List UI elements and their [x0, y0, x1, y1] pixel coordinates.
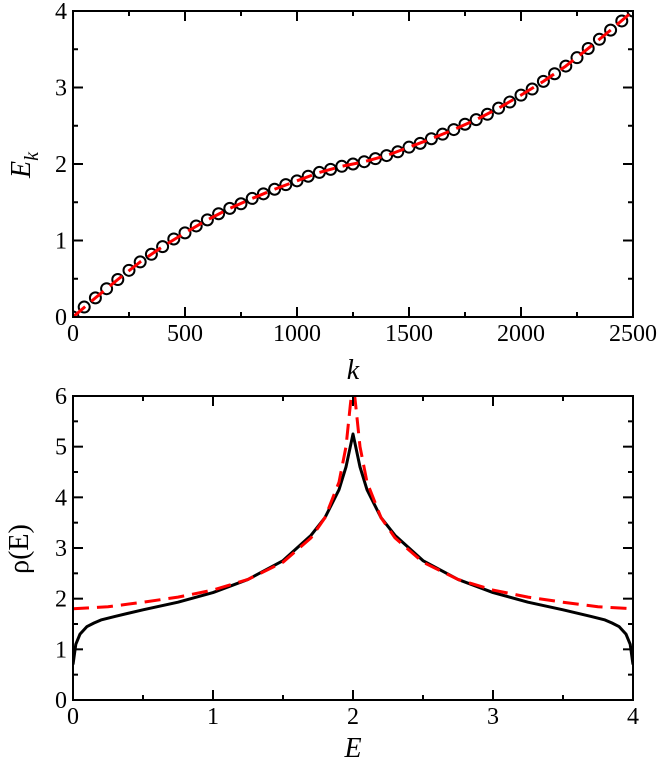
top-data-point	[581, 41, 595, 55]
top-data-point	[480, 107, 494, 121]
bottom-y-tick-label: 3	[55, 536, 67, 562]
top-data-point	[436, 127, 450, 141]
bottom-y-tick-label: 2	[55, 587, 67, 613]
top-x-tick-label: 2500	[609, 321, 657, 347]
top-data-point	[144, 247, 158, 261]
top-data-point	[469, 113, 483, 127]
top-data-point	[156, 240, 170, 254]
top-data-point	[301, 169, 315, 183]
top-data-point	[223, 201, 237, 215]
top-data-point	[592, 32, 606, 46]
top-data-point	[458, 117, 472, 131]
top-data-point	[77, 300, 91, 314]
bottom-series-line	[73, 396, 633, 611]
bottom-series-1	[73, 396, 633, 611]
top-data-point	[256, 187, 270, 201]
bottom-y-tick-label: 4	[55, 485, 67, 511]
top-y-tick-label: 2	[55, 152, 67, 178]
top-data-point	[402, 140, 416, 154]
top-data-point	[178, 226, 192, 240]
bottom-x-axis-label: E	[343, 733, 361, 761]
top-data-point	[167, 232, 181, 246]
top-data-point	[525, 82, 539, 96]
bottom-y-axis-label: ρ(E)	[4, 524, 35, 574]
bottom-x-tick-label: 4	[627, 704, 639, 730]
top-y-tick-label: 1	[55, 229, 67, 255]
bottom-series-line	[73, 432, 633, 665]
top-data-point	[212, 207, 226, 221]
bottom-y-tick-label: 1	[55, 637, 67, 663]
top-x-tick-label: 1500	[385, 321, 433, 347]
bottom-panel: 0 1 2 3 4 0 1 2 3 4 5 6 E ρ(E)	[4, 384, 639, 761]
top-data-point	[615, 14, 629, 28]
top-data-point	[503, 95, 517, 109]
top-x-axis-label: k	[347, 355, 360, 386]
bottom-x-tick-label: 0	[67, 704, 79, 730]
top-panel: 0 500 1000 1500 2000 2500 0 1 2 3 4 k Ek	[6, 0, 657, 386]
bottom-plot-frame	[72, 395, 634, 701]
top-series-line	[73, 11, 633, 317]
bottom-y-tick-label: 6	[55, 384, 67, 410]
top-data-point	[279, 178, 293, 192]
top-data-point	[492, 101, 506, 115]
top-data-point	[200, 213, 214, 227]
top-data-point	[559, 59, 573, 73]
top-y-tick-label: 3	[55, 76, 67, 102]
top-y-axis-label-subscript: k	[21, 151, 43, 161]
bottom-x-tick-label: 1	[207, 704, 219, 730]
top-data-point	[189, 219, 203, 233]
top-data-point	[245, 191, 259, 205]
bottom-series-0	[73, 432, 633, 665]
top-data-point	[88, 291, 102, 305]
top-series-1	[73, 11, 633, 317]
top-data-point	[447, 123, 461, 137]
top-data-point	[100, 282, 114, 296]
top-series-0	[73, 11, 633, 317]
top-x-tick-label: 2000	[497, 321, 545, 347]
top-data-point	[122, 263, 136, 277]
top-y-tick-label: 0	[55, 305, 67, 331]
top-data-point	[548, 67, 562, 81]
top-data-point	[570, 51, 584, 65]
top-data-point	[133, 255, 147, 269]
top-y-axis-label: Ek	[6, 151, 43, 179]
top-data-point	[413, 136, 427, 150]
top-data-point	[604, 23, 618, 37]
bottom-x-tick-label: 2	[347, 704, 359, 730]
top-data-point	[424, 132, 438, 146]
top-x-tick-label: 0	[67, 321, 79, 347]
top-y-axis-label-main: E	[6, 161, 37, 179]
top-data-point	[536, 74, 550, 88]
top-x-tick-label: 1000	[273, 321, 321, 347]
top-data-point	[391, 145, 405, 159]
top-data-point	[111, 273, 125, 287]
top-data-point	[268, 182, 282, 196]
bottom-y-tick-label: 5	[55, 435, 67, 461]
bottom-x-tick-label: 3	[487, 704, 499, 730]
top-y-tick-label: 4	[55, 0, 67, 25]
top-data-point	[234, 197, 248, 211]
top-data-point	[290, 174, 304, 188]
top-data-point	[514, 88, 528, 102]
top-x-tick-label: 500	[167, 321, 203, 347]
bottom-y-tick-label: 0	[55, 688, 67, 714]
